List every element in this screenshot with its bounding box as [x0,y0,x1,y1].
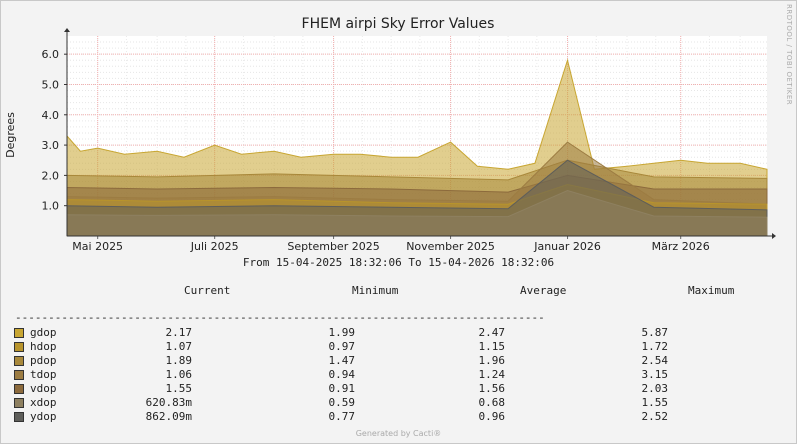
legend-series-name: pdop [30,354,57,367]
legend-maximum-value: 1.72 [641,340,669,353]
chart-title: FHEM airpi Sky Error Values [302,16,495,32]
legend-series-name: ydop [30,410,57,423]
legend-current-value: 1.06 [165,368,193,381]
legend-maximum-value: 3.15 [641,368,669,381]
legend-maximum-value: 5.87 [641,326,669,339]
legend-series-name: vdop [30,382,57,395]
x-tick-label: März 2026 [652,240,710,253]
legend-minimum-value: 1.99 [328,326,356,339]
legend-average-value: 1.96 [478,354,506,367]
legend-swatch [14,356,24,366]
legend-average-value: 2.47 [478,326,506,339]
y-tick-label: 3.0 [42,139,60,152]
legend-current-value: 620.83m [145,396,192,409]
y-tick-label: 1.0 [42,200,60,213]
header-minimum: Minimum [352,284,399,297]
header-current: Current [184,284,231,297]
legend-swatch [14,412,24,422]
legend-minimum-value: 0.77 [328,410,356,423]
legend-current-value: 2.17 [165,326,193,339]
legend-average-value: 1.56 [478,382,506,395]
y-tick-label: 6.0 [42,48,60,61]
legend-maximum-value: 1.55 [641,396,669,409]
legend-maximum-value: 2.54 [641,354,669,367]
legend-minimum-value: 0.59 [328,396,356,409]
chart: FHEM airpi Sky Error Values Degrees 1.0 2… [4,16,776,253]
y-tick-label: 5.0 [42,78,60,91]
x-tick-label: Juli 2025 [190,240,239,253]
legend-series-name: xdop [30,396,57,409]
legend-average-value: 1.15 [478,340,506,353]
time-range: From 15-04-2025 18:32:06 To 15-04-2026 1… [242,256,555,269]
rrdtool-credit: RRDTOOL / TOBI OETIKER [785,4,793,106]
legend-swatch [14,328,24,338]
legend-maximum-value: 2.52 [641,410,669,423]
y-tick-label: 2.0 [42,169,60,182]
legend-minimum-value: 0.94 [328,368,356,381]
x-tick-label: Mai 2025 [72,240,123,253]
legend-swatch [14,398,24,408]
legend-average-value: 0.96 [478,410,506,423]
legend-average-value: 1.24 [478,368,506,381]
header-average: Average [520,284,567,297]
legend-series-name: gdop [30,326,57,339]
legend-series-name: tdop [30,368,57,381]
plot-area: 1.0 2.0 3.0 4.0 5.0 6.0 Mai 2025 Juli 2025 Septe… [42,28,776,253]
legend-minimum-value: 0.97 [328,340,356,353]
y-axis-label: Degrees [4,112,17,158]
legend-series-name: hdop [30,340,57,353]
header-maximum: Maximum [688,284,735,297]
y-axis-arrow [64,28,70,32]
legend-separator: ----------------------------------------… [15,311,545,324]
x-tick-label: Januar 2026 [533,240,601,253]
legend-swatch [14,370,24,380]
footer: Generated by Cacti® [355,429,442,438]
legend-swatch [14,342,24,352]
legend-current-value: 1.89 [165,354,193,367]
x-tick-label: September 2025 [287,240,379,253]
legend-minimum-value: 0.91 [328,382,356,395]
x-axis-arrow [772,233,776,239]
legend-swatch [14,384,24,394]
legend-minimum-value: 1.47 [328,354,356,367]
legend-maximum-value: 2.03 [641,382,669,395]
x-tick-label: November 2025 [406,240,495,253]
legend-current-value: 862.09m [145,410,192,423]
legend-current-value: 1.07 [165,340,193,353]
series-area-xdop [66,189,768,237]
legend-average-value: 0.68 [478,396,506,409]
legend-current-value: 1.55 [165,382,193,395]
y-tick-label: 4.0 [42,109,60,122]
